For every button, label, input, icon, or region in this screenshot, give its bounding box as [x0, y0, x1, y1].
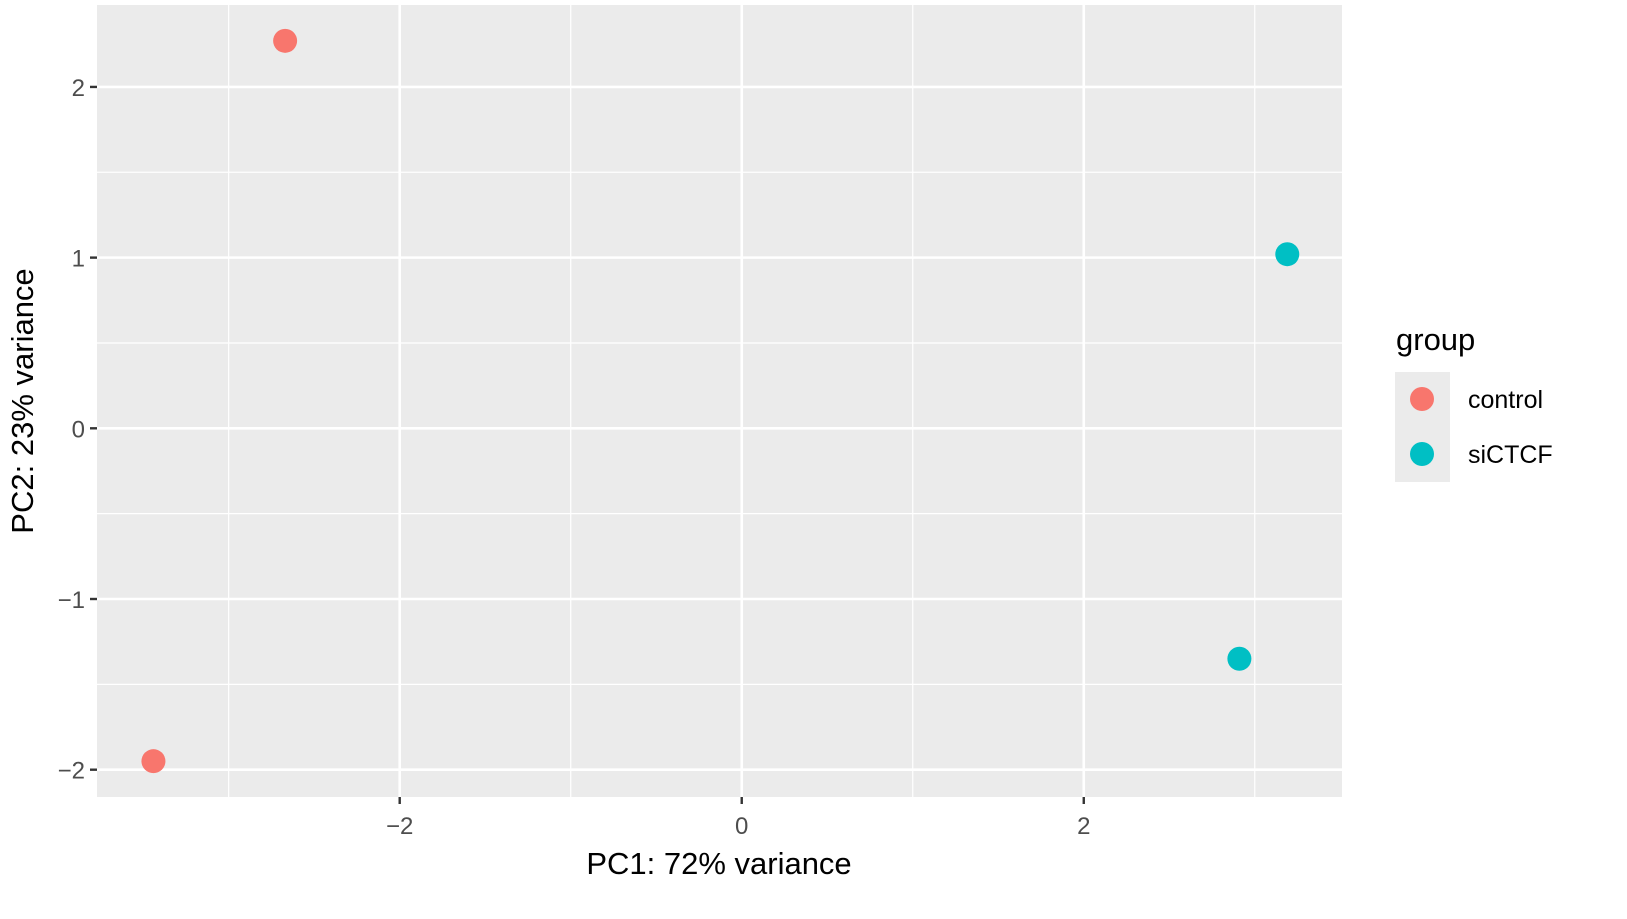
legend: group control siCTCF	[1395, 322, 1553, 482]
plot-panel	[97, 5, 1342, 797]
data-point-sictcf	[1227, 646, 1252, 671]
data-point-control	[273, 28, 298, 53]
data-points	[141, 28, 1300, 774]
legend-title: group	[1396, 322, 1475, 357]
data-point-control	[141, 749, 166, 774]
x-tick-label: 0	[735, 813, 748, 840]
grid-lines	[97, 5, 1342, 797]
x-tick-label: 2	[1077, 813, 1090, 840]
data-point-sictcf	[1275, 242, 1300, 267]
y-tick-label: −2	[58, 758, 85, 785]
y-axis-label: PC2: 23% variance	[5, 268, 40, 533]
y-tick-label: 1	[72, 246, 85, 273]
y-tick-label: 0	[72, 416, 85, 443]
legend-key-sictcf	[1410, 442, 1434, 466]
x-axis-label: PC1: 72% variance	[586, 846, 851, 881]
legend-label-sictcf: siCTCF	[1468, 441, 1553, 469]
x-tick-label: −2	[386, 813, 413, 840]
legend-label-control: control	[1468, 386, 1543, 414]
axes: −2 0 2 −2 −1 0 1 2	[58, 75, 1091, 840]
legend-key-control	[1410, 387, 1434, 411]
y-tick-label: 2	[72, 75, 85, 102]
y-tick-label: −1	[58, 587, 85, 614]
